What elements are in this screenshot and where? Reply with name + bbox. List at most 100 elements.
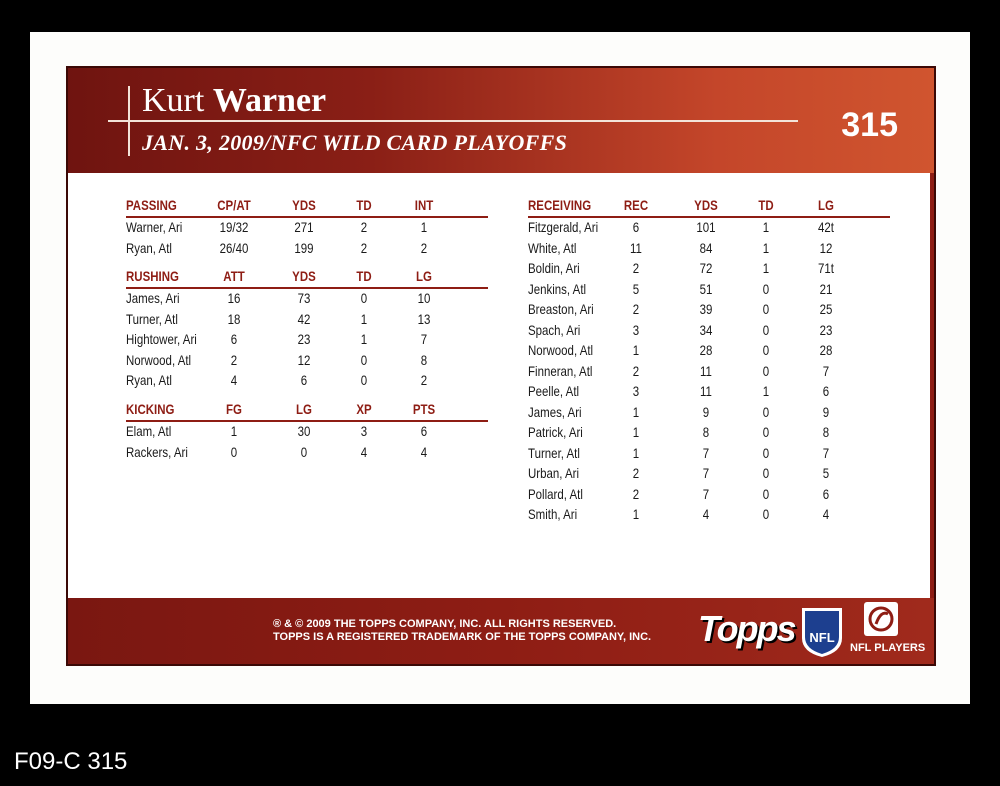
receiving-header-cell: RECEIVING — [528, 197, 592, 213]
receiving-cell: 5 — [822, 465, 830, 481]
passing-row: Warner, Ari 19/32 271 2 1 — [126, 219, 494, 239]
kicking-header-cell: KICKING — [126, 401, 175, 417]
receiving-row: Boldin, Ari 2 72 1 71t — [528, 260, 896, 280]
receiving-cell: Fitzgerald, Ari — [528, 219, 599, 235]
rushing-row: Hightower, Ari 6 23 1 7 — [126, 331, 494, 351]
kicking-header-cell: PTS — [412, 401, 436, 417]
receiving-header-row: RECEIVING REC YDS TD LG — [528, 197, 896, 217]
receiving-cell: 11 — [630, 239, 642, 256]
receiving-cell: 7 — [702, 444, 710, 461]
passing-header-cell: YDS — [292, 197, 316, 213]
rushing-row: Turner, Atl 18 42 1 13 — [126, 311, 494, 331]
receiving-cell: 1 — [762, 239, 770, 256]
receiving-cell: 25 — [819, 301, 833, 317]
receiving-cell: 0 — [762, 403, 770, 420]
passing-header-cell: TD — [356, 197, 372, 213]
rushing-header-cell: RUSHING — [126, 268, 179, 284]
receiving-row: Pollard, Atl 2 7 0 6 — [528, 486, 896, 506]
receiving-cell: 0 — [762, 485, 770, 502]
passing-header-cell: CP/AT — [217, 197, 251, 213]
receiving-row: Norwood, Atl 1 28 0 28 — [528, 342, 896, 362]
receiving-cell: 8 — [702, 424, 710, 440]
passing-cell: Ryan, Atl — [126, 239, 172, 256]
receiving-cell: 2 — [632, 485, 640, 502]
rushing-cell: Hightower, Ari — [126, 331, 197, 347]
receiving-cell: 7 — [822, 444, 830, 461]
nfl-shield-icon: NFL — [802, 608, 842, 657]
receiving-row: Fitzgerald, Ari 6 101 1 42t — [528, 219, 896, 239]
receiving-cell: 0 — [762, 321, 770, 338]
rushing-row: Norwood, Atl 2 12 0 8 — [126, 352, 494, 372]
passing-row: Ryan, Atl 26/40 199 2 2 — [126, 240, 494, 260]
topps-logo: Topps — [698, 608, 797, 649]
card-number: 315 — [841, 106, 898, 144]
receiving-cell: Smith, Ari — [528, 506, 578, 522]
receiving-row: Breaston, Ari 2 39 0 25 — [528, 301, 896, 321]
receiving-cell: 101 — [696, 219, 716, 235]
rushing-cell: 6 — [300, 372, 308, 388]
receiving-cell: Finneran, Atl — [528, 362, 593, 379]
receiving-header-cell: YDS — [694, 197, 718, 213]
receiving-cell: 6 — [822, 383, 830, 399]
receiving-row: Smith, Ari 1 4 0 4 — [528, 506, 896, 526]
passing-header-row: PASSING CP/AT YDS TD INT — [126, 197, 494, 217]
card-frame: Kurt Warner JAN. 3, 2009/NFC WILD CARD P… — [66, 66, 936, 666]
kicking-cell: 0 — [300, 443, 308, 460]
kicking-row: Elam, Atl 1 30 3 6 — [126, 423, 494, 443]
rushing-cell: 4 — [230, 372, 238, 388]
receiving-row: Peelle, Atl 3 11 1 6 — [528, 383, 896, 403]
receiving-cell: James, Ari — [528, 403, 582, 420]
receiving-cell: 11 — [700, 383, 712, 399]
receiving-cell: 8 — [822, 424, 830, 440]
receiving-cell: 4 — [822, 506, 830, 522]
passing-header-cell: PASSING — [126, 197, 177, 213]
receiving-cell: 42t — [818, 219, 834, 235]
receiving-cell: 3 — [632, 321, 640, 338]
receiving-cell: Pollard, Atl — [528, 485, 583, 502]
receiving-cell: 5 — [632, 280, 640, 297]
receiving-cell: 23 — [819, 321, 833, 338]
receiving-cell: 21 — [819, 280, 833, 297]
kicking-cell: 3 — [360, 423, 368, 439]
player-last-name: Warner — [212, 82, 327, 119]
receiving-cell: Patrick, Ari — [528, 424, 583, 440]
receiving-cell: 0 — [762, 362, 770, 379]
receiving-cell: 1 — [762, 383, 770, 399]
receiving-cell: 0 — [762, 444, 770, 461]
receiving-cell: 6 — [822, 485, 830, 502]
receiving-cell: 0 — [762, 342, 770, 358]
rushing-cell: 16 — [227, 290, 241, 306]
receiving-row: James, Ari 1 9 0 9 — [528, 404, 896, 424]
receiving-cell: 0 — [762, 506, 770, 522]
receiving-cell: 9 — [822, 403, 830, 420]
receiving-cell: 11 — [700, 362, 712, 379]
rushing-row: James, Ari 16 73 0 10 — [126, 290, 494, 310]
player-name: Kurt Warner — [142, 82, 326, 120]
card-footer: ® & © 2009 THE TOPPS COMPANY, INC. ALL R… — [68, 598, 934, 664]
rushing-cell: Turner, Atl — [126, 310, 178, 327]
rushing-header-cell: TD — [356, 268, 372, 284]
receiving-cell: 1 — [632, 444, 640, 461]
kicking-header-cell: FG — [226, 401, 242, 417]
receiving-cell: 9 — [702, 403, 710, 420]
rushing-cell: Ryan, Atl — [126, 372, 172, 388]
receiving-cell: 84 — [699, 239, 713, 256]
receiving-row: White, Atl 11 84 1 12 — [528, 240, 896, 260]
receiving-cell: 1 — [632, 424, 640, 440]
rushing-cell: 2 — [230, 351, 238, 368]
kicking-cell: Rackers, Ari — [126, 443, 188, 460]
rushing-cell: 8 — [420, 351, 428, 368]
receiving-cell: 12 — [819, 239, 833, 256]
copyright-line-1: ® & © 2009 THE TOPPS COMPANY, INC. ALL R… — [273, 618, 617, 630]
nfl-logo-text: NFL — [809, 630, 834, 645]
receiving-cell: 71t — [818, 260, 834, 276]
receiving-cell: 34 — [699, 321, 713, 338]
rushing-cell: 12 — [297, 351, 311, 368]
receiving-cell: Turner, Atl — [528, 444, 580, 461]
kicking-cell: 6 — [420, 423, 428, 439]
kicking-cell: 4 — [420, 443, 428, 460]
rushing-cell: 2 — [420, 372, 428, 388]
receiving-header-cell: TD — [758, 197, 774, 213]
passing-cell: 1 — [420, 219, 428, 235]
player-first-name: Kurt — [142, 82, 205, 119]
